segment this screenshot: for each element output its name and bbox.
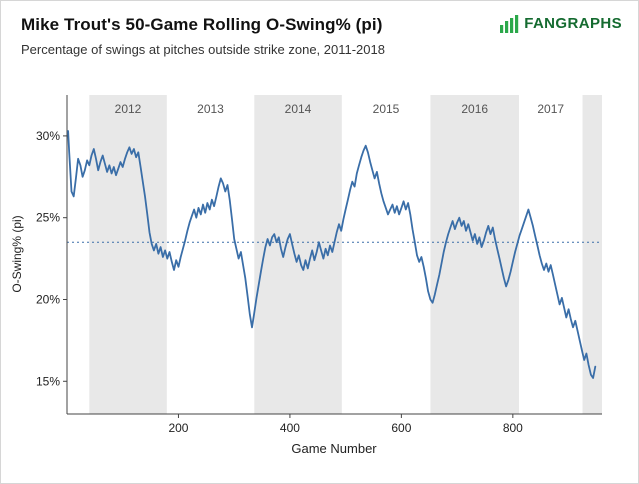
x-tick-label: 400: [280, 421, 300, 435]
fangraphs-logo-icon: [500, 15, 519, 33]
y-tick-label: 20%: [36, 292, 60, 306]
season-label: 2017: [537, 102, 564, 116]
season-label: 2012: [115, 102, 142, 116]
season-label: 2013: [197, 102, 224, 116]
y-tick-label: 15%: [36, 374, 60, 388]
season-band: [89, 95, 167, 414]
chart: 2012 2013 2014 2015 2016 2017 15% 20% 25% 30% 200 4…: [10, 95, 602, 456]
y-axis-title: O-Swing% (pi): [10, 215, 24, 292]
x-axis-title: Game Number: [291, 441, 377, 456]
chart-subtitle: Percentage of swings at pitches outside …: [21, 42, 385, 57]
fangraphs-logo-text: FANGRAPHS: [524, 15, 622, 32]
chart-title: Mike Trout's 50-Game Rolling O-Swing% (p…: [21, 15, 383, 34]
x-tick-label: 200: [168, 421, 188, 435]
chart-layers: 2012 2013 2014 2015 2016 2017 15% 20% 25% 30% 200 4…: [36, 95, 602, 435]
x-tick-label: 600: [391, 421, 411, 435]
season-label: 2016: [461, 102, 488, 116]
season-label: 2015: [373, 102, 400, 116]
x-tick-label: 800: [503, 421, 523, 435]
fangraphs-logo: FANGRAPHS: [500, 15, 622, 33]
oswing-line: [67, 130, 597, 379]
y-tick-label: 25%: [36, 211, 60, 225]
season-label: 2014: [285, 102, 312, 116]
season-band: [582, 95, 602, 414]
season-band: [430, 95, 519, 414]
y-tick-label: 30%: [36, 129, 60, 143]
